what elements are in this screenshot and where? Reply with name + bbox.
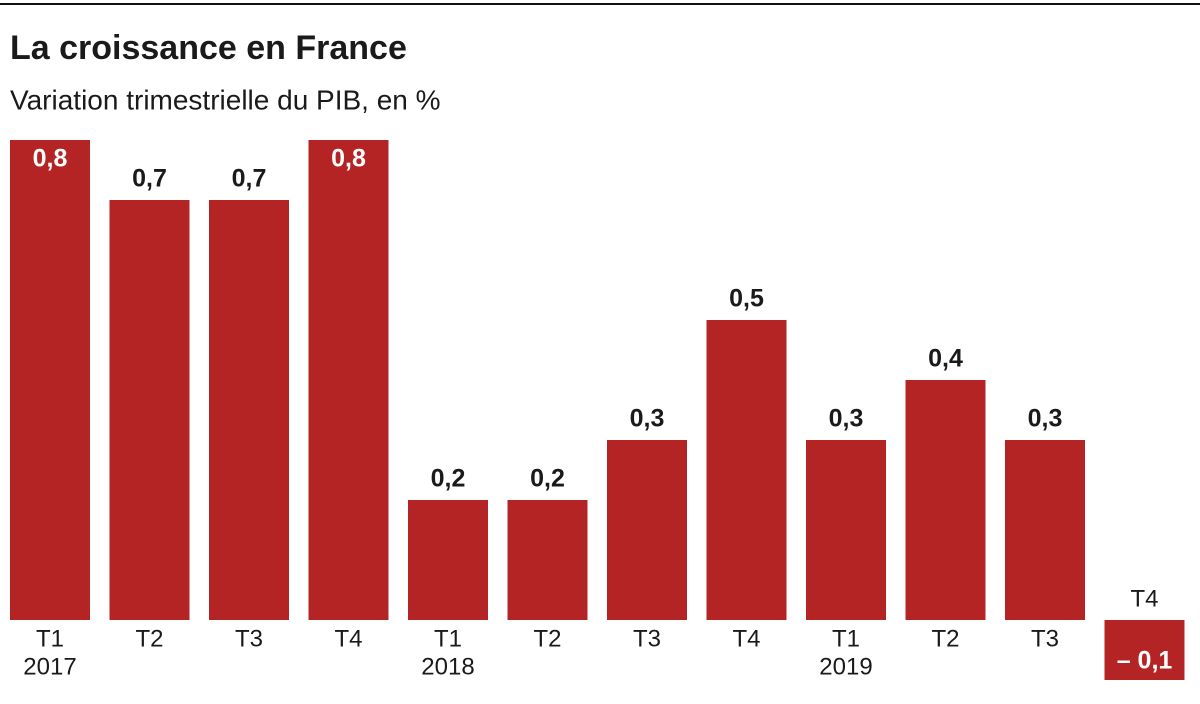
x-tick-label: T4 <box>732 625 760 652</box>
x-year-label: 2018 <box>421 653 474 680</box>
value-label: 0,2 <box>431 465 466 493</box>
x-year-label: 2019 <box>819 653 872 680</box>
bar <box>1005 440 1085 620</box>
bar <box>408 500 488 620</box>
value-label: 0,7 <box>232 165 267 193</box>
value-label: 0,4 <box>928 345 963 373</box>
value-label: 0,7 <box>132 165 167 193</box>
value-label: 0,2 <box>530 465 565 493</box>
x-tick-label: T2 <box>135 625 163 652</box>
value-label: 0,8 <box>33 145 68 173</box>
value-label: 0,3 <box>630 405 665 433</box>
x-tick-label: T2 <box>533 625 561 652</box>
value-label: 0,3 <box>829 405 864 433</box>
value-label: 0,5 <box>729 285 764 313</box>
bar <box>806 440 886 620</box>
x-tick-label: T2 <box>931 625 959 652</box>
x-tick-label: T1 <box>434 625 462 652</box>
bar <box>507 500 588 620</box>
bar <box>109 200 190 620</box>
bar <box>706 320 787 620</box>
chart-title: La croissance en France <box>10 29 407 67</box>
x-tick-label: T4 <box>334 625 362 652</box>
x-tick-label: T3 <box>1031 625 1059 652</box>
x-tick-label: T1 <box>36 625 64 652</box>
value-label: 0,3 <box>1028 405 1063 433</box>
bar <box>209 200 289 620</box>
x-tick-label: T1 <box>832 625 860 652</box>
bar <box>308 140 389 620</box>
bar <box>607 440 687 620</box>
x-tick-label: T3 <box>633 625 661 652</box>
x-tick-label: T4 <box>1130 585 1158 612</box>
x-year-label: 2017 <box>23 653 76 680</box>
value-label: 0,8 <box>331 145 366 173</box>
bar <box>1104 620 1185 680</box>
chart-subtitle: Variation trimestrielle du PIB, en % <box>10 84 441 115</box>
bar <box>10 140 90 620</box>
x-tick-label: T3 <box>235 625 263 652</box>
value-label: – 0,1 <box>1117 647 1173 675</box>
bar <box>905 380 986 620</box>
